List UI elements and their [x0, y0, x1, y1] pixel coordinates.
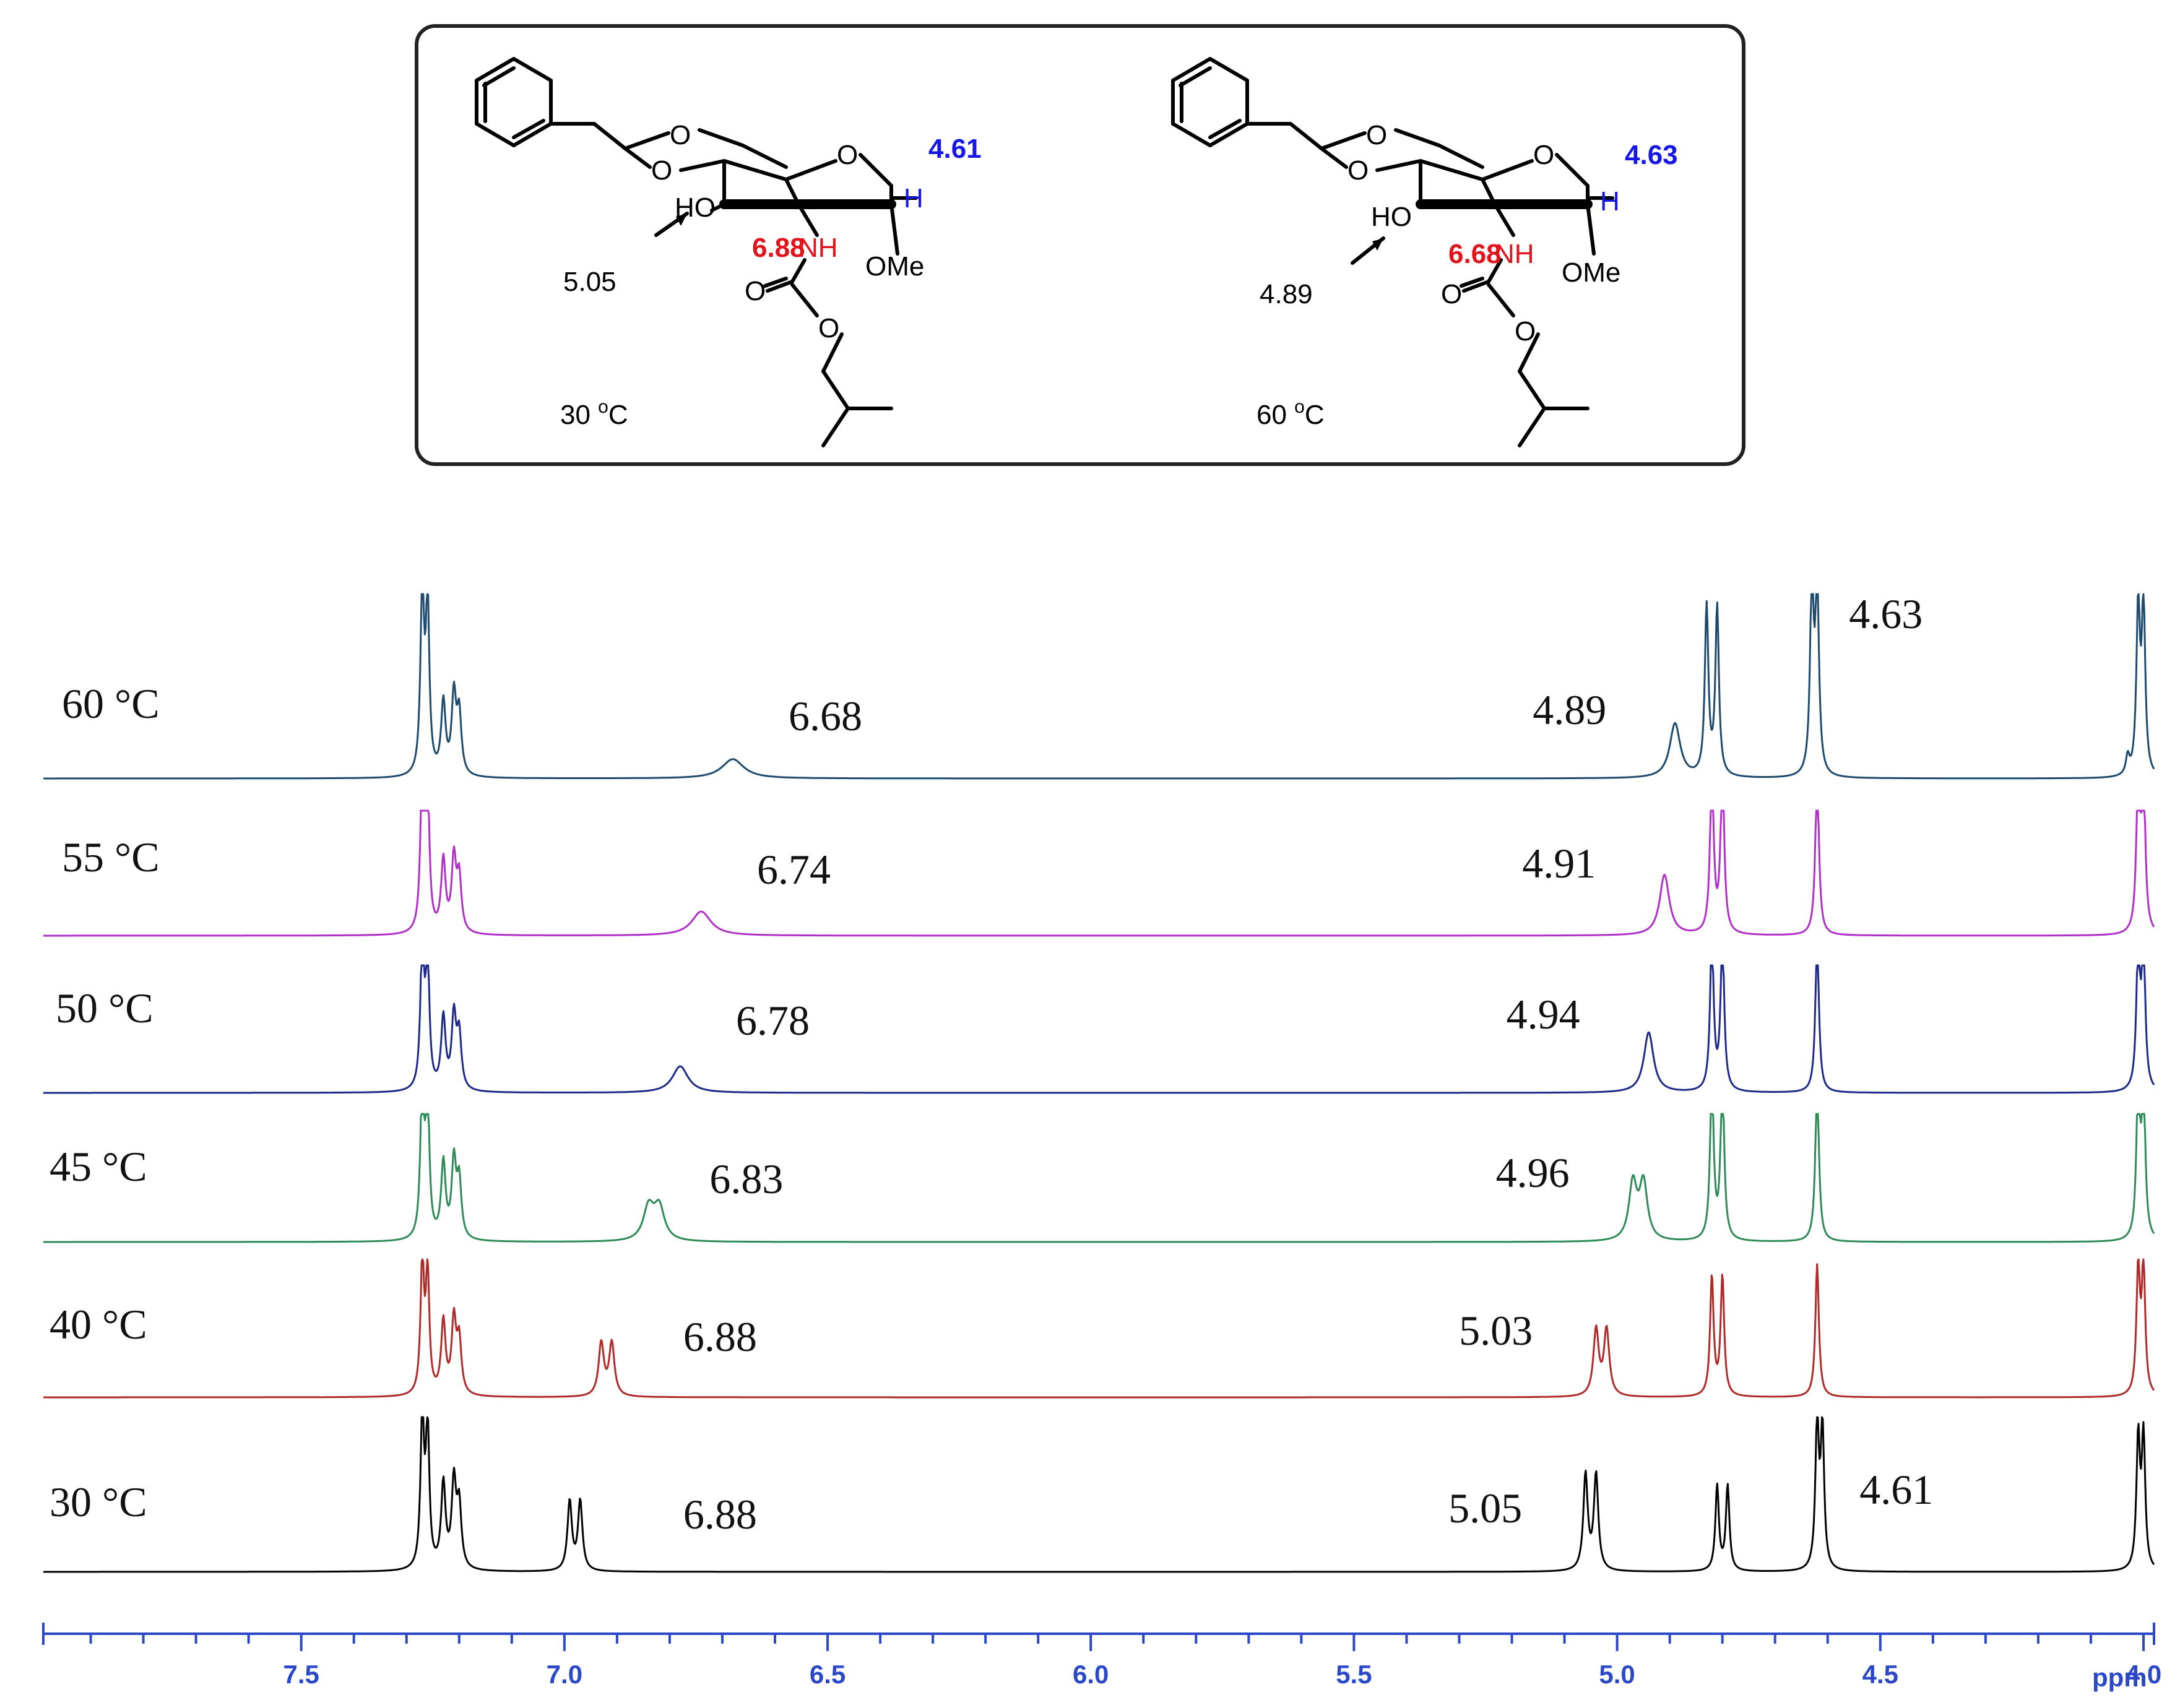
temperature-right: 60 oC: [1257, 397, 1325, 430]
shift-label-50-1: 4.94: [1507, 991, 1580, 1038]
shift-label-45-0: 6.83: [709, 1155, 783, 1202]
spectrum-trace-30: [43, 1416, 2155, 1573]
oh-shift-left: 5.05: [563, 267, 616, 297]
atom-o-ring-right: O: [1533, 140, 1554, 170]
structure-left: O O O HO NH H OMe O O 4.61 6.88 5.05 30 …: [475, 57, 982, 447]
axis-tick-label: 7.5: [283, 1660, 319, 1689]
anomeric-shift-right: 4.63: [1625, 140, 1678, 170]
axis-tick-label: 6.0: [1073, 1660, 1109, 1689]
axis-tick-label: 5.0: [1599, 1660, 1635, 1689]
spectrum-trace-50: [43, 964, 2155, 1094]
axis-unit-label: ppm: [2092, 1663, 2147, 1692]
atom-o-ester-right: O: [1515, 316, 1536, 347]
axis-tick-label: 4.0: [2126, 1660, 2161, 1689]
shift-label-55-0: 6.74: [757, 846, 831, 893]
atom-h-left: H: [904, 183, 923, 214]
temperature-label-30: 30 °C: [50, 1478, 147, 1525]
atom-o-acetal2-right: O: [1347, 155, 1369, 186]
shift-label-30-0: 6.88: [683, 1491, 757, 1538]
axis-tick-label: 6.5: [810, 1660, 846, 1689]
shift-label-60-0: 6.68: [789, 692, 862, 740]
shift-label-55-1: 4.91: [1522, 840, 1596, 887]
nh-shift-right: 6.68: [1448, 239, 1502, 269]
shift-label-30-1: 5.05: [1448, 1485, 1522, 1532]
nmr-spectra: 60 °C 6.68 4.89 4.63 55 °C 6.74 4.91 50 °C 6.78 4…: [43, 590, 2155, 1573]
structure-right: O O O HO NH H OMe O O 4.63 6.68 4.89 60 …: [1171, 57, 1678, 447]
shift-label-60-1: 4.89: [1533, 686, 1606, 733]
shift-label-40-0: 6.88: [683, 1313, 757, 1360]
spectrum-trace-45: [43, 1113, 2155, 1243]
structure-scheme: O O O HO NH H OMe O O 4.61 6.88 5.05 30 …: [415, 24, 1745, 466]
temperature-label-55: 55 °C: [62, 834, 160, 881]
nh-shift-left: 6.88: [752, 233, 805, 263]
atom-h-right: H: [1600, 186, 1620, 217]
spectrum-trace-55: [43, 809, 2155, 937]
shift-label-40-1: 5.03: [1459, 1307, 1533, 1354]
spectrum-trace-40: [43, 1258, 2155, 1399]
spectrum-trace-60: [43, 593, 2155, 780]
temperature-left: 30 oC: [560, 397, 628, 430]
atom-ho-left: HO: [675, 192, 716, 223]
anomeric-shift-left: 4.61: [928, 134, 982, 164]
atom-o-carbonyl-right: O: [1441, 279, 1462, 309]
shift-label-30-2: 4.61: [1859, 1466, 1933, 1513]
atom-o-acetal1-right: O: [1366, 120, 1387, 150]
atom-ome-left: OMe: [865, 251, 924, 282]
oh-shift-right: 4.89: [1260, 279, 1313, 309]
temperature-label-45: 45 °C: [50, 1143, 147, 1190]
atom-nh-right: NH: [1495, 239, 1534, 269]
temperature-label-50: 50 °C: [56, 985, 154, 1032]
atom-o-carbonyl-left: O: [745, 276, 766, 306]
atom-nh-left: NH: [798, 233, 838, 263]
atom-ome-right: OMe: [1562, 257, 1620, 288]
temperature-label-40: 40 °C: [50, 1301, 147, 1348]
atom-o-acetal2-left: O: [651, 155, 672, 186]
shift-label-50-0: 6.78: [736, 997, 810, 1044]
atom-o-ester-left: O: [818, 313, 839, 343]
axis-tick-label: 4.5: [1862, 1660, 1898, 1689]
atom-o-acetal1-left: O: [670, 120, 691, 150]
shift-label-45-1: 4.96: [1496, 1149, 1570, 1196]
axis-tick-label: 5.5: [1336, 1660, 1372, 1689]
atom-ho-right: HO: [1371, 202, 1412, 232]
atom-o-ring-left: O: [837, 140, 858, 170]
shift-label-60-2: 4.63: [1849, 590, 1923, 637]
temperature-label-60: 60 °C: [62, 680, 160, 727]
axis-tick-label: 7.0: [547, 1660, 582, 1689]
scheme-frame: [415, 24, 1745, 466]
